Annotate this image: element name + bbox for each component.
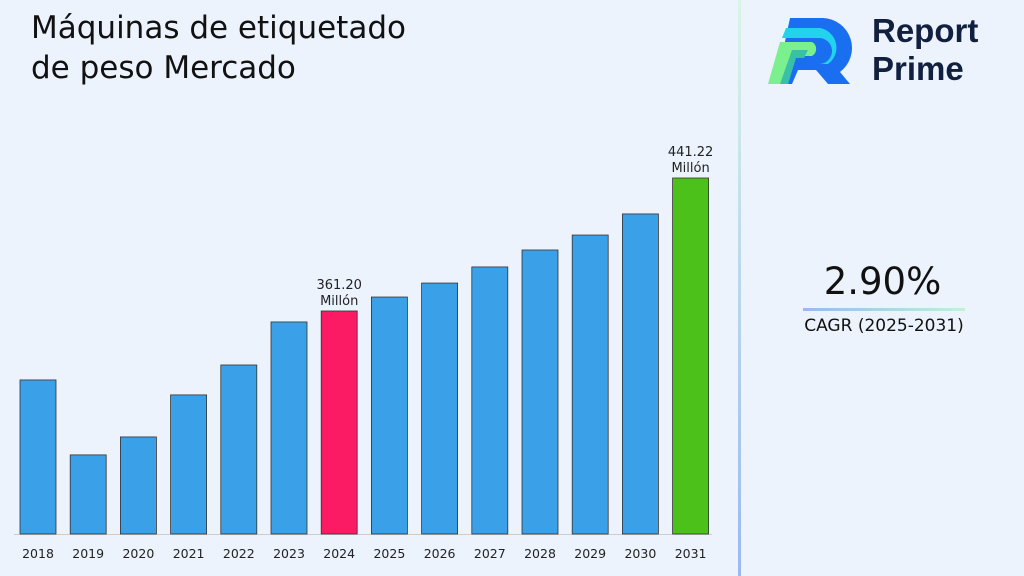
data-label-value: 361.20 [316,278,362,293]
x-tick-label: 2030 [624,546,656,561]
cagr-underline [803,308,965,311]
x-tick-label: 2028 [524,546,556,561]
x-tick-label: 2023 [273,546,305,561]
bar-2024 [320,310,358,535]
brand-line-2: Prime [872,50,964,87]
x-tick-label: 2024 [323,546,355,561]
bar-2019 [69,454,107,535]
bar-2026 [421,282,459,535]
bar-2023 [270,321,308,535]
bar-2021 [170,394,208,535]
bar-2022 [220,364,258,535]
x-tick-label: 2029 [574,546,606,561]
cagr-value: 2.90% [823,260,942,303]
x-tick-label: 2025 [373,546,405,561]
bar-2025 [370,296,408,535]
data-label-unit: Millón [671,161,709,176]
bar-2027 [471,266,509,535]
x-tick-label: 2021 [173,546,205,561]
bar-chart: 2018 2019 2020 2021 2022 2023 2024361.20Millón… [14,145,714,561]
x-tick-label: 2020 [122,546,154,561]
x-tick-label: 2026 [424,546,456,561]
bar-2018 [19,379,57,535]
x-tick-label: 2027 [474,546,506,561]
x-tick-label: 2022 [223,546,255,561]
x-tick-label: 2018 [22,546,54,561]
bar-2031 [672,177,709,535]
bar-2020 [120,436,157,535]
chart-title: Máquinas de etiquetado de peso Mercado [31,10,406,86]
bar-2028 [521,249,559,535]
data-label-unit: Millón [320,294,358,309]
brand-name: Report Prime [872,12,978,88]
divider [738,0,741,576]
x-tick-label: 2031 [675,546,707,561]
x-tick-label: 2019 [72,546,104,561]
bar-2029 [571,234,609,535]
data-label-value: 441.22 [668,145,714,160]
report-prime-logo-icon [768,18,853,84]
bar-2030 [622,213,659,535]
brand-line-1: Report [872,12,979,49]
cagr-label: CAGR (2025-2031) [804,316,964,336]
